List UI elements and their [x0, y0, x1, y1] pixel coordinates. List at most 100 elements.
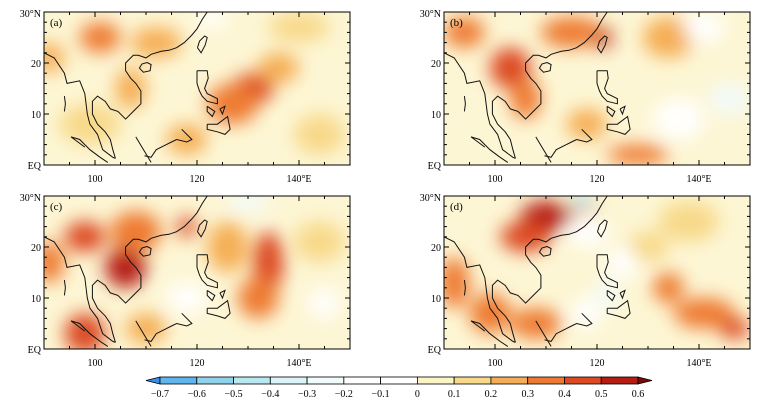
colorbar-segment — [159, 376, 198, 385]
anomaly-blob-d-4 — [510, 308, 562, 339]
panel-b-lat-eq: EQ — [428, 161, 442, 172]
coastline-segment — [444, 52, 516, 159]
panel-b-lon-120: 120 — [590, 174, 605, 185]
colorbar-segment — [196, 376, 234, 385]
panel-d-lon-140: 140°E — [686, 358, 711, 369]
colorbar-high-arrow — [637, 376, 653, 385]
anomaly-blob-d-12 — [566, 216, 608, 247]
panel-d-label: (d) — [450, 201, 463, 213]
coastline-segment — [135, 136, 152, 163]
panel-d-lon-120: 120 — [590, 358, 605, 369]
coastline-segment — [535, 136, 552, 163]
colorbar-segment — [564, 376, 602, 385]
coastline-segment — [197, 219, 208, 238]
coastline-segment — [463, 96, 466, 112]
colorbar-tick-label: −0.6 — [188, 389, 206, 400]
anomaly-blob-d-10 — [658, 201, 720, 242]
colorbar-segment — [527, 376, 565, 385]
coastline-segment — [197, 35, 208, 54]
coastline-segment — [196, 254, 218, 289]
colorbar-tick-label: −0.1 — [372, 389, 390, 400]
anomaly-blob-c-0 — [105, 247, 146, 288]
colorbar-segment — [233, 376, 271, 385]
panel-c-lon-120: 120 — [190, 358, 205, 369]
anomaly-blob-a-10 — [293, 113, 345, 155]
coastline-segment — [91, 196, 208, 343]
coastline-segment — [63, 96, 66, 112]
colorbar-segment — [269, 376, 308, 385]
panel-a-lon-100: 100 — [88, 174, 103, 185]
anomaly-blob-d-3 — [444, 257, 470, 309]
coastline-segment — [596, 254, 618, 289]
anomaly-blob-a-0 — [79, 22, 121, 53]
panel-c-lat-20: 20 — [31, 243, 41, 254]
coastline-segment — [44, 236, 116, 343]
anomaly-blob-a-4 — [166, 124, 208, 155]
colorbar-segment — [490, 376, 529, 385]
panel-b-lat-10: 10 — [431, 110, 441, 121]
anomaly-blob-d-5 — [673, 298, 735, 329]
colorbar-tick-label: 0.1 — [448, 389, 461, 400]
anomaly-blob-c-6 — [237, 277, 279, 319]
coastline-segment — [491, 12, 608, 159]
panel-d: (d) 30°N 20 10 EQ 100 120 140°E — [420, 193, 751, 369]
anomaly-blob-c-8 — [125, 313, 167, 344]
anomaly-blob-c-13 — [166, 282, 208, 314]
coastline-segment — [535, 320, 552, 347]
colorbar-tick-label: −0.3 — [298, 389, 316, 400]
coastline-segment — [91, 12, 208, 159]
anomaly-blob-d-14 — [571, 298, 603, 329]
coastline-segment — [144, 312, 193, 342]
panel-d-lon-100: 100 — [488, 358, 503, 369]
panel-d-lat-20: 20 — [431, 243, 441, 254]
coastline-segment — [144, 128, 193, 158]
anomaly-blob-a-3 — [115, 68, 146, 109]
panel-d-lat-eq: EQ — [428, 345, 442, 356]
panel-d-lat-10: 10 — [431, 294, 441, 305]
colorbar-tick-label: 0.5 — [595, 389, 608, 400]
colorbar-segment — [306, 376, 345, 385]
anomaly-blob-b-3 — [510, 78, 541, 120]
coastline-segment — [206, 289, 216, 302]
coastline-segment — [219, 289, 226, 300]
panel-c-lat-10: 10 — [31, 294, 41, 305]
panel-d-lat-30: 30°N — [420, 193, 441, 204]
coastline-segment — [138, 246, 152, 257]
coastline-segment — [606, 299, 631, 319]
anomaly-blob-b-8 — [709, 83, 750, 114]
panel-c-lon-140: 140°E — [286, 358, 311, 369]
coastline-segment — [206, 105, 216, 118]
coastline-segment — [606, 115, 631, 135]
panel-a: (a) 30°N 20 10 EQ 100 120 140°E — [20, 9, 351, 185]
panel-c: (c) 30°N 20 10 EQ 100 120 140°E — [20, 193, 351, 369]
anomaly-blob-b-10 — [683, 12, 725, 43]
anomaly-blob-b-6 — [642, 17, 694, 58]
panel-a-label: (a) — [50, 17, 63, 29]
coastline-segment — [619, 105, 626, 116]
coastline-segment — [70, 320, 109, 347]
panel-a-lat-eq: EQ — [28, 161, 42, 172]
anomaly-blob-c-4 — [176, 216, 197, 237]
coastline-segment — [463, 280, 466, 296]
coastline-segment — [135, 320, 152, 347]
panel-c-label: (c) — [50, 201, 63, 213]
anomaly-blob-c-11 — [227, 196, 269, 212]
anomaly-blob-d-7 — [653, 272, 684, 304]
panel-a-lat-20: 20 — [31, 59, 41, 70]
coastline-segment — [544, 128, 593, 158]
anomaly-blob-d-15 — [607, 246, 638, 278]
colorbar-segment — [343, 376, 382, 385]
anomaly-blob-d-2 — [469, 292, 511, 334]
coastline-segment — [538, 246, 552, 257]
coastline-segment — [196, 70, 218, 105]
colorbar-segment — [453, 376, 492, 385]
coastline-segment — [470, 320, 509, 347]
panel-b-lat-30: 30°N — [420, 9, 441, 20]
anomaly-blob-d-8 — [627, 231, 669, 263]
colorbar-segment — [416, 376, 455, 385]
anomaly-blob-a-8 — [268, 12, 330, 43]
coastline-segment — [538, 62, 552, 73]
panel-c-lat-30: 30°N — [20, 193, 41, 204]
anomaly-blob-a-11 — [197, 12, 228, 28]
coastline-segment — [597, 219, 608, 238]
